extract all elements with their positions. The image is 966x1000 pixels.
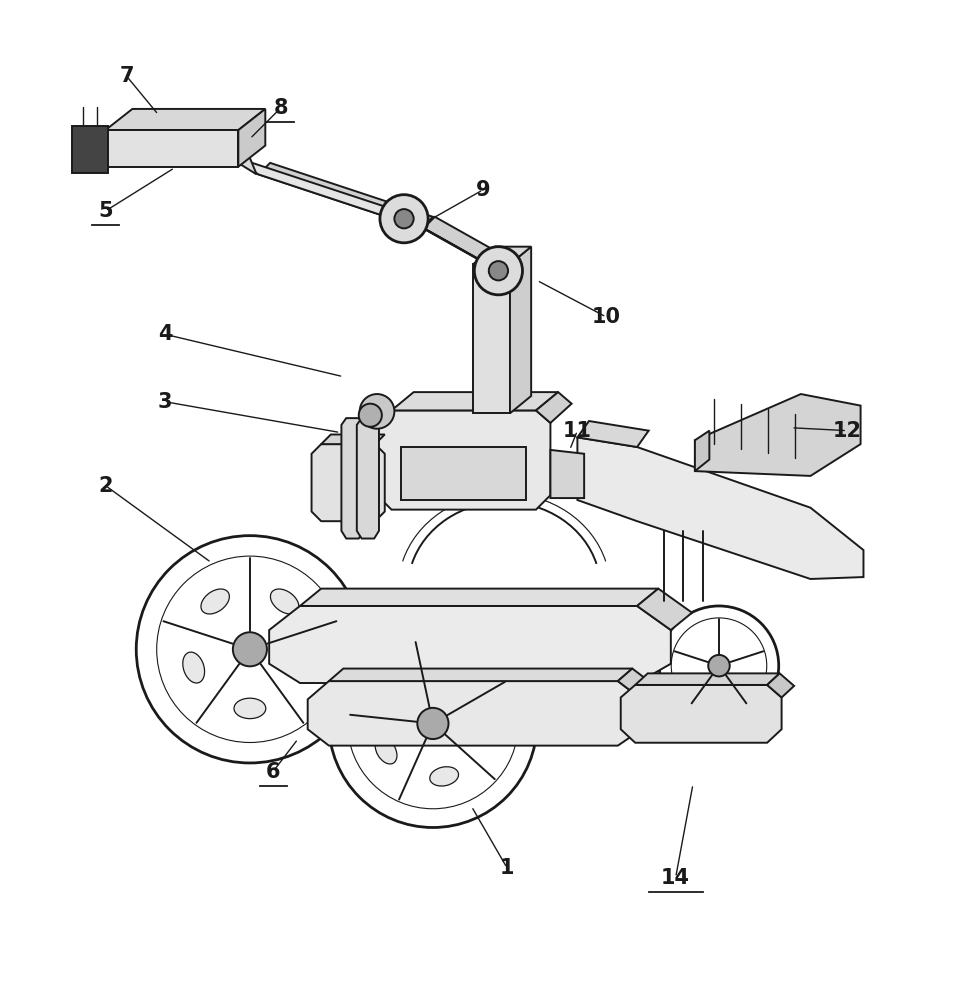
Text: 12: 12 [833, 421, 862, 441]
Circle shape [380, 195, 428, 243]
Circle shape [136, 536, 363, 763]
Polygon shape [71, 126, 108, 173]
Polygon shape [695, 431, 709, 471]
Ellipse shape [381, 675, 405, 700]
Polygon shape [259, 163, 433, 228]
Text: 7: 7 [120, 66, 134, 86]
Polygon shape [638, 589, 692, 630]
Circle shape [474, 247, 523, 295]
Polygon shape [341, 418, 363, 539]
Polygon shape [401, 447, 526, 500]
Polygon shape [510, 247, 531, 413]
Polygon shape [356, 418, 379, 539]
Text: 11: 11 [563, 421, 592, 441]
Polygon shape [391, 392, 558, 410]
Circle shape [394, 209, 413, 228]
Polygon shape [636, 673, 780, 685]
Polygon shape [377, 410, 551, 510]
Text: 2: 2 [99, 476, 113, 496]
Polygon shape [312, 444, 384, 521]
Ellipse shape [430, 767, 459, 786]
Polygon shape [223, 153, 421, 228]
Polygon shape [105, 109, 266, 130]
Polygon shape [308, 681, 642, 746]
Polygon shape [551, 450, 584, 498]
Polygon shape [767, 673, 794, 697]
Polygon shape [473, 247, 531, 264]
Text: 6: 6 [266, 762, 280, 782]
Ellipse shape [270, 589, 298, 614]
Polygon shape [386, 207, 516, 280]
Circle shape [359, 394, 394, 429]
Text: 3: 3 [157, 392, 172, 412]
Polygon shape [536, 392, 572, 423]
Text: 5: 5 [99, 201, 113, 221]
Circle shape [417, 708, 448, 739]
Circle shape [328, 619, 537, 827]
Polygon shape [618, 669, 656, 699]
Ellipse shape [183, 652, 205, 683]
Polygon shape [105, 130, 239, 167]
Polygon shape [695, 394, 861, 476]
Text: 10: 10 [592, 307, 621, 327]
Circle shape [358, 404, 382, 427]
Text: 9: 9 [475, 180, 491, 200]
Circle shape [659, 606, 779, 725]
Circle shape [233, 632, 267, 666]
Polygon shape [473, 264, 510, 413]
Polygon shape [578, 437, 864, 579]
Text: 4: 4 [157, 324, 172, 344]
Polygon shape [423, 217, 527, 280]
Polygon shape [270, 606, 670, 683]
Text: 8: 8 [273, 98, 288, 118]
Polygon shape [226, 137, 257, 174]
Ellipse shape [375, 737, 397, 764]
Polygon shape [578, 421, 649, 447]
Polygon shape [321, 435, 384, 444]
Polygon shape [300, 589, 658, 606]
Polygon shape [239, 109, 266, 167]
Ellipse shape [234, 698, 266, 719]
Text: 14: 14 [661, 868, 690, 888]
Ellipse shape [441, 664, 469, 684]
Ellipse shape [296, 652, 317, 683]
Polygon shape [328, 669, 633, 681]
Circle shape [489, 261, 508, 280]
Text: 1: 1 [499, 858, 514, 878]
Ellipse shape [201, 589, 229, 614]
Polygon shape [621, 685, 781, 743]
Circle shape [708, 655, 729, 676]
Ellipse shape [477, 715, 497, 744]
